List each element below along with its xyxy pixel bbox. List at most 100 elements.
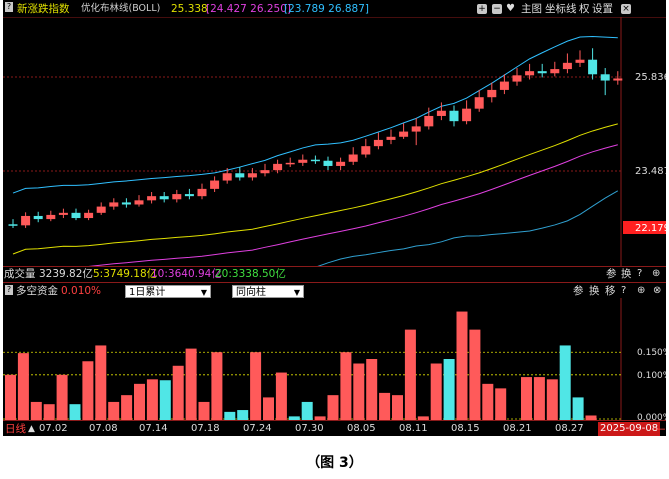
panel-bar[interactable] (546, 379, 558, 420)
candle[interactable] (474, 89, 484, 112)
candle[interactable] (8, 219, 18, 228)
candle[interactable] (84, 209, 94, 221)
panel-bar[interactable] (353, 363, 365, 420)
candle[interactable] (424, 107, 434, 130)
panel-bar[interactable] (159, 380, 171, 420)
candle[interactable] (348, 147, 358, 165)
candle[interactable] (361, 138, 371, 158)
candle[interactable] (21, 212, 31, 228)
panel-help-circle-icon[interactable]: ? (621, 285, 627, 296)
panel-bar[interactable] (456, 311, 468, 420)
indicator-name[interactable]: 优化布林线(BOLL) (81, 3, 161, 14)
panel-bar[interactable] (5, 374, 16, 420)
panel-bar[interactable] (224, 411, 236, 420)
panel-bar[interactable] (263, 397, 274, 420)
candle[interactable] (222, 168, 232, 184)
candle[interactable] (310, 155, 320, 164)
candle[interactable] (550, 61, 560, 77)
candle[interactable] (260, 163, 270, 177)
panel-tool-swap[interactable]: 换 (589, 285, 600, 297)
candle[interactable] (373, 132, 383, 150)
candle[interactable] (247, 168, 257, 181)
panel-bar[interactable] (56, 374, 68, 420)
panel-bar[interactable] (495, 388, 507, 420)
candle[interactable] (499, 74, 509, 95)
candle[interactable] (147, 192, 157, 204)
panel-bar[interactable] (417, 416, 429, 420)
candle[interactable] (235, 167, 245, 181)
panel-bar[interactable] (327, 395, 339, 420)
panel-bar[interactable] (366, 359, 378, 420)
panel-bar[interactable] (521, 377, 532, 420)
panel-zoom-icon[interactable]: ⊕ (637, 285, 646, 296)
panel-bar[interactable] (275, 372, 287, 420)
price-chart[interactable]: 25.836 23.487 22.179 (3, 17, 666, 267)
panel-bar[interactable] (185, 348, 197, 420)
panel-tool-params[interactable]: 参 (573, 285, 584, 297)
panel-bar[interactable] (237, 410, 249, 420)
candle[interactable] (386, 129, 396, 145)
candle[interactable] (96, 202, 106, 215)
add-icon[interactable]: + (477, 4, 487, 14)
bar-mode-select[interactable]: 同向柱 ▼ (232, 285, 304, 298)
candle[interactable] (184, 188, 194, 200)
heart-icon[interactable]: ♥ (506, 3, 515, 14)
panel-bar[interactable] (288, 416, 300, 420)
capital-flow-chart[interactable]: 0.150% 0.100% 0.000% (3, 298, 666, 420)
help-circle-icon[interactable]: ? (637, 268, 643, 279)
candle[interactable] (411, 118, 421, 146)
panel-title[interactable]: 多空资金 (16, 285, 58, 297)
candle[interactable] (121, 198, 131, 208)
panel-bar[interactable] (95, 345, 107, 420)
panel-bar[interactable] (108, 401, 120, 420)
panel-bar[interactable] (134, 383, 145, 420)
candle[interactable] (109, 198, 119, 210)
candle[interactable] (172, 189, 182, 203)
candle[interactable] (323, 156, 333, 171)
candle[interactable] (525, 63, 535, 80)
candle[interactable] (298, 154, 308, 166)
panel-bar[interactable] (559, 345, 571, 420)
candle[interactable] (600, 68, 610, 96)
candle[interactable] (537, 63, 547, 78)
panel-bar[interactable] (211, 352, 223, 420)
candle[interactable] (449, 105, 459, 127)
panel-bar[interactable] (533, 377, 545, 420)
menu-right[interactable]: 权 (579, 3, 590, 15)
panel-bar[interactable] (430, 363, 442, 420)
panel-bar[interactable] (469, 329, 481, 420)
candle[interactable] (336, 157, 346, 171)
panel-bar[interactable] (392, 395, 403, 420)
candle[interactable] (159, 192, 169, 203)
panel-bar[interactable] (482, 383, 494, 420)
candle[interactable] (46, 210, 56, 222)
panel-bar[interactable] (17, 353, 29, 420)
panel-bar[interactable] (314, 416, 326, 420)
candle[interactable] (613, 71, 623, 85)
candle[interactable] (562, 53, 572, 74)
period-label[interactable]: 日线 (5, 423, 26, 435)
panel-bar[interactable] (585, 415, 597, 420)
panel-bar[interactable] (30, 401, 42, 420)
panel-bar[interactable] (198, 401, 210, 420)
index-name[interactable]: 新涨跌指数 (17, 3, 70, 15)
menu-main[interactable]: 主图 (521, 3, 542, 15)
minus-icon[interactable]: − (492, 4, 502, 14)
panel-bar[interactable] (172, 365, 184, 420)
zoom-icon[interactable]: ⊕ (652, 268, 661, 279)
panel-bar[interactable] (443, 359, 455, 420)
candle[interactable] (285, 157, 295, 167)
panel-help-icon[interactable]: ? (5, 285, 13, 295)
candle[interactable] (512, 68, 522, 86)
swap-icon[interactable]: 换 (621, 268, 632, 280)
panel-bar[interactable] (404, 329, 416, 420)
menu-axis[interactable]: 坐标线 (545, 3, 577, 15)
panel-bar[interactable] (379, 392, 391, 420)
panel-bar[interactable] (43, 404, 55, 420)
panel-close-icon[interactable]: ⊗ (653, 285, 662, 296)
candle[interactable] (487, 82, 497, 103)
panel-bar[interactable] (146, 379, 158, 420)
candle[interactable] (134, 195, 144, 207)
candle[interactable] (210, 176, 220, 192)
panel-bar[interactable] (301, 401, 313, 420)
